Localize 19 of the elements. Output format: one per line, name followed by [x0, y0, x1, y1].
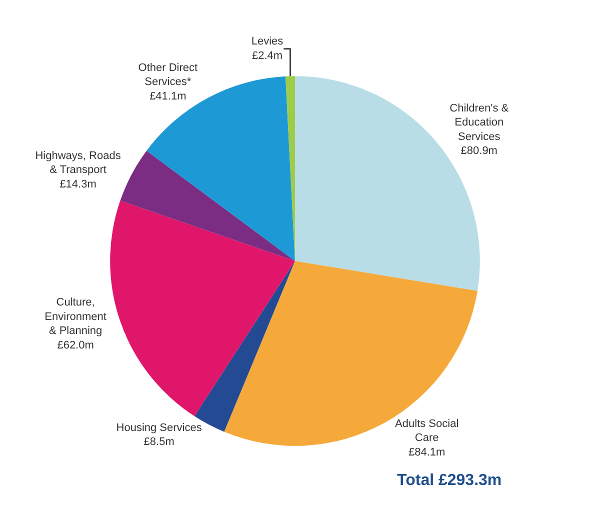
slice-label: Levies — [251, 36, 284, 48]
data-label: £41.1m — [150, 90, 186, 103]
pie-slice — [224, 260, 478, 446]
text: Total £293.3m — [397, 472, 502, 489]
data-label: £84.1m — [408, 446, 446, 458]
pie-slice — [146, 76, 295, 261]
data-label: £62.0m — [57, 340, 94, 352]
slice-label: Children's & Education Services — [450, 102, 510, 143]
pie-slice — [110, 200, 295, 416]
data-label: £2.4m — [252, 50, 283, 62]
slice-label: Adults Social Care — [395, 418, 459, 444]
slice-label: Culture, Environment & Planning — [44, 296, 106, 338]
data-label: £8.5m — [144, 436, 174, 448]
data-label: £80.9m — [460, 145, 498, 158]
slice-label: Highways, Roads & Transport — [35, 150, 122, 176]
pie-slice — [120, 150, 295, 261]
slice-label: Other Direct Services* — [138, 62, 198, 88]
slice-label: Housing Services — [116, 422, 202, 434]
data-label: £14.3m — [60, 178, 96, 191]
